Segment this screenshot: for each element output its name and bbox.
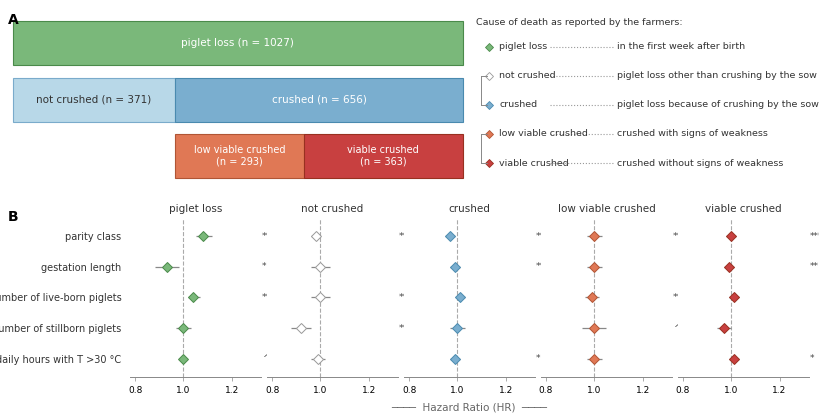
Text: *: *	[808, 354, 813, 363]
Text: ***: ***	[808, 232, 819, 241]
Text: crushed with signs of weakness: crushed with signs of weakness	[616, 129, 767, 139]
Text: low viable crushed
(n = 293): low viable crushed (n = 293)	[193, 145, 285, 167]
Text: piglet loss (n = 1027): piglet loss (n = 1027)	[181, 39, 294, 48]
Text: not crushed: not crushed	[499, 71, 555, 80]
Text: piglet loss: piglet loss	[499, 42, 547, 52]
FancyBboxPatch shape	[303, 134, 462, 178]
Title: not crushed: not crushed	[301, 204, 363, 215]
Text: piglet loss because of crushing by the sow: piglet loss because of crushing by the s…	[616, 101, 817, 109]
Text: **: **	[398, 323, 407, 333]
FancyBboxPatch shape	[175, 134, 303, 178]
Text: viable crushed: viable crushed	[499, 158, 568, 168]
Text: crushed without signs of weakness: crushed without signs of weakness	[616, 158, 782, 168]
Text: *: *	[535, 354, 540, 363]
Text: crushed: crushed	[499, 101, 536, 109]
Title: viable crushed: viable crushed	[704, 204, 781, 215]
Text: ^: ^	[261, 354, 269, 363]
Text: *: *	[261, 262, 266, 272]
Text: **: **	[535, 262, 544, 272]
Title: piglet loss: piglet loss	[169, 204, 222, 215]
Text: ***: ***	[261, 232, 275, 241]
Title: low viable crushed: low viable crushed	[557, 204, 654, 215]
FancyBboxPatch shape	[13, 21, 462, 65]
FancyBboxPatch shape	[13, 78, 175, 122]
Text: B: B	[8, 210, 19, 223]
Text: A: A	[8, 13, 19, 26]
Text: **: **	[672, 232, 681, 241]
FancyBboxPatch shape	[175, 78, 462, 122]
Text: **: **	[398, 232, 407, 241]
Text: low viable crushed: low viable crushed	[499, 129, 587, 139]
Text: ^: ^	[672, 323, 680, 333]
Text: viable crushed
(n = 363): viable crushed (n = 363)	[347, 145, 419, 167]
Text: ────  Hazard Ratio (HR)  ────: ──── Hazard Ratio (HR) ────	[391, 403, 547, 413]
Text: **: **	[261, 293, 270, 302]
Text: not crushed (n = 371): not crushed (n = 371)	[36, 95, 152, 105]
Title: crushed: crushed	[448, 204, 490, 215]
Text: ***: ***	[398, 293, 412, 302]
Text: piglet loss other than crushing by the sow: piglet loss other than crushing by the s…	[616, 71, 816, 80]
Text: crushed (n = 656): crushed (n = 656)	[271, 95, 366, 105]
Text: **: **	[672, 293, 681, 302]
Text: **: **	[808, 262, 817, 272]
Text: ***: ***	[535, 232, 549, 241]
Text: Cause of death as reported by the farmers:: Cause of death as reported by the farmer…	[475, 18, 681, 27]
Text: in the first week after birth: in the first week after birth	[616, 42, 744, 52]
